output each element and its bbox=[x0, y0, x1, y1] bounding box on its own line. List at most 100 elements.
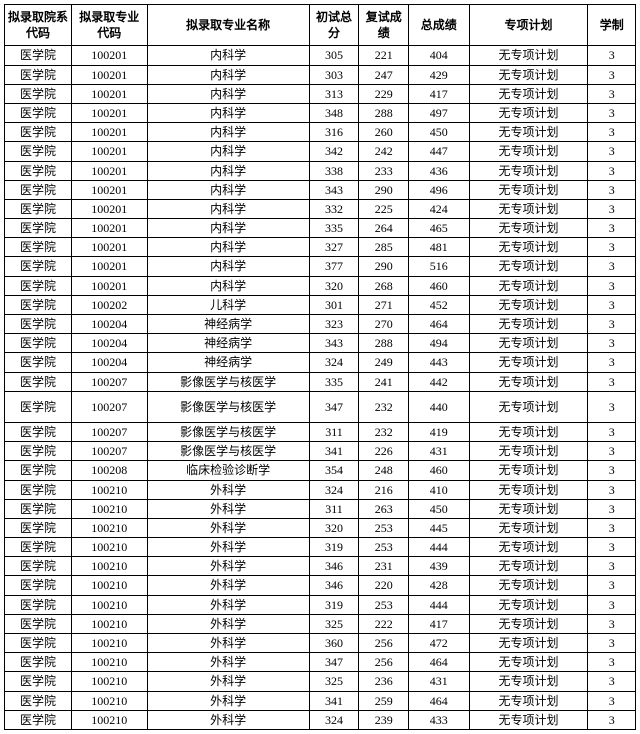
table-cell: 医学院 bbox=[5, 334, 72, 353]
table-cell: 医学院 bbox=[5, 180, 72, 199]
table-cell: 342 bbox=[309, 142, 359, 161]
table-cell: 无专项计划 bbox=[469, 295, 588, 314]
table-cell: 472 bbox=[409, 634, 470, 653]
table-cell: 无专项计划 bbox=[469, 557, 588, 576]
table-cell: 医学院 bbox=[5, 84, 72, 103]
column-header: 复试成绩 bbox=[359, 5, 409, 46]
table-cell: 3 bbox=[588, 461, 636, 480]
table-row: 医学院100210外科学324216410无专项计划3 bbox=[5, 480, 636, 499]
admissions-table: 拟录取院系代码拟录取专业代码拟录取专业名称初试总分复试成绩总成绩专项计划学制 医… bbox=[4, 4, 636, 730]
table-cell: 465 bbox=[409, 219, 470, 238]
table-cell: 311 bbox=[309, 499, 359, 518]
table-cell: 232 bbox=[359, 391, 409, 422]
table-cell: 464 bbox=[409, 653, 470, 672]
table-cell: 481 bbox=[409, 238, 470, 257]
table-cell: 3 bbox=[588, 180, 636, 199]
table-cell: 无专项计划 bbox=[469, 161, 588, 180]
table-cell: 医学院 bbox=[5, 557, 72, 576]
table-cell: 516 bbox=[409, 257, 470, 276]
table-cell: 3 bbox=[588, 123, 636, 142]
table-cell: 324 bbox=[309, 710, 359, 729]
table-cell: 无专项计划 bbox=[469, 691, 588, 710]
table-cell: 100210 bbox=[71, 634, 147, 653]
table-cell: 外科学 bbox=[147, 576, 309, 595]
table-cell: 医学院 bbox=[5, 710, 72, 729]
table-cell: 3 bbox=[588, 46, 636, 65]
table-cell: 100201 bbox=[71, 257, 147, 276]
table-cell: 外科学 bbox=[147, 653, 309, 672]
table-cell: 260 bbox=[359, 123, 409, 142]
table-row: 医学院100201内科学332225424无专项计划3 bbox=[5, 199, 636, 218]
table-row: 医学院100201内科学348288497无专项计划3 bbox=[5, 103, 636, 122]
table-row: 医学院100204神经病学343288494无专项计划3 bbox=[5, 334, 636, 353]
table-cell: 324 bbox=[309, 353, 359, 372]
table-cell: 271 bbox=[359, 295, 409, 314]
table-row: 医学院100210外科学325236431无专项计划3 bbox=[5, 672, 636, 691]
table-cell: 无专项计划 bbox=[469, 710, 588, 729]
table-cell: 100201 bbox=[71, 65, 147, 84]
table-row: 医学院100210外科学325222417无专项计划3 bbox=[5, 614, 636, 633]
table-cell: 无专项计划 bbox=[469, 180, 588, 199]
table-cell: 323 bbox=[309, 315, 359, 334]
table-cell: 335 bbox=[309, 219, 359, 238]
table-row: 医学院100201内科学305221404无专项计划3 bbox=[5, 46, 636, 65]
table-cell: 无专项计划 bbox=[469, 595, 588, 614]
table-row: 医学院100210外科学320253445无专项计划3 bbox=[5, 518, 636, 537]
table-cell: 医学院 bbox=[5, 391, 72, 422]
table-row: 医学院100201内科学335264465无专项计划3 bbox=[5, 219, 636, 238]
table-cell: 无专项计划 bbox=[469, 219, 588, 238]
table-row: 医学院100210外科学324239433无专项计划3 bbox=[5, 710, 636, 729]
table-cell: 3 bbox=[588, 334, 636, 353]
table-cell: 无专项计划 bbox=[469, 634, 588, 653]
table-cell: 319 bbox=[309, 538, 359, 557]
table-cell: 医学院 bbox=[5, 353, 72, 372]
column-header: 专项计划 bbox=[469, 5, 588, 46]
table-row: 医学院100201内科学338233436无专项计划3 bbox=[5, 161, 636, 180]
table-cell: 内科学 bbox=[147, 142, 309, 161]
table-cell: 264 bbox=[359, 219, 409, 238]
table-cell: 3 bbox=[588, 219, 636, 238]
table-cell: 无专项计划 bbox=[469, 372, 588, 391]
table-cell: 253 bbox=[359, 538, 409, 557]
table-cell: 444 bbox=[409, 595, 470, 614]
table-row: 医学院100210外科学346231439无专项计划3 bbox=[5, 557, 636, 576]
table-cell: 外科学 bbox=[147, 480, 309, 499]
table-cell: 3 bbox=[588, 315, 636, 334]
table-cell: 3 bbox=[588, 518, 636, 537]
table-cell: 无专项计划 bbox=[469, 672, 588, 691]
table-cell: 内科学 bbox=[147, 257, 309, 276]
table-cell: 内科学 bbox=[147, 161, 309, 180]
table-cell: 3 bbox=[588, 276, 636, 295]
table-cell: 288 bbox=[359, 334, 409, 353]
table-cell: 232 bbox=[359, 422, 409, 441]
table-cell: 100201 bbox=[71, 123, 147, 142]
table-cell: 影像医学与核医学 bbox=[147, 442, 309, 461]
table-row: 医学院100207影像医学与核医学335241442无专项计划3 bbox=[5, 372, 636, 391]
table-cell: 无专项计划 bbox=[469, 576, 588, 595]
table-cell: 431 bbox=[409, 442, 470, 461]
table-cell: 327 bbox=[309, 238, 359, 257]
table-cell: 324 bbox=[309, 480, 359, 499]
table-row: 医学院100210外科学319253444无专项计划3 bbox=[5, 538, 636, 557]
table-cell: 3 bbox=[588, 710, 636, 729]
table-cell: 临床检验诊断学 bbox=[147, 461, 309, 480]
table-cell: 无专项计划 bbox=[469, 238, 588, 257]
table-cell: 内科学 bbox=[147, 103, 309, 122]
table-body: 医学院100201内科学305221404无专项计划3医学院100201内科学3… bbox=[5, 46, 636, 730]
table-cell: 医学院 bbox=[5, 46, 72, 65]
table-cell: 医学院 bbox=[5, 123, 72, 142]
table-cell: 3 bbox=[588, 257, 636, 276]
table-cell: 343 bbox=[309, 180, 359, 199]
table-cell: 医学院 bbox=[5, 219, 72, 238]
table-cell: 医学院 bbox=[5, 672, 72, 691]
table-cell: 100207 bbox=[71, 391, 147, 422]
table-cell: 332 bbox=[309, 199, 359, 218]
table-row: 医学院100210外科学360256472无专项计划3 bbox=[5, 634, 636, 653]
table-row: 医学院100207影像医学与核医学347232440无专项计划3 bbox=[5, 391, 636, 422]
table-cell: 338 bbox=[309, 161, 359, 180]
table-cell: 医学院 bbox=[5, 238, 72, 257]
table-cell: 100210 bbox=[71, 480, 147, 499]
table-cell: 医学院 bbox=[5, 576, 72, 595]
table-row: 医学院100201内科学377290516无专项计划3 bbox=[5, 257, 636, 276]
table-cell: 417 bbox=[409, 614, 470, 633]
